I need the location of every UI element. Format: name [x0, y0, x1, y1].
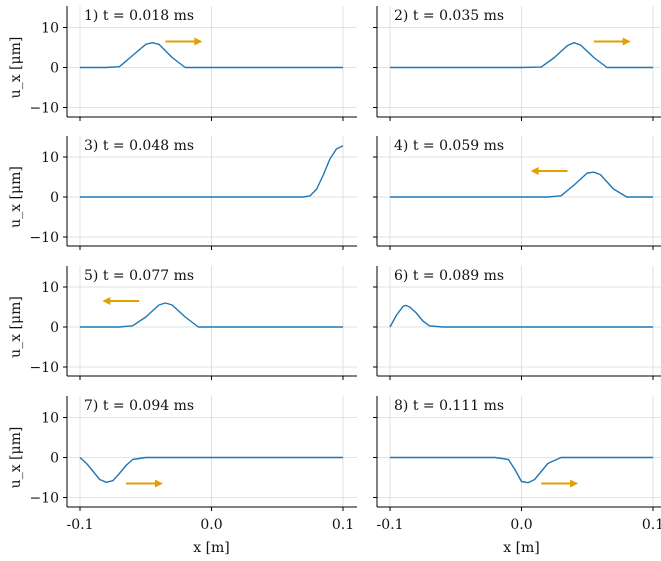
- panel-label: 4) t = 0.059 ms: [394, 138, 504, 154]
- y-axis-label: u_x [μm]: [8, 37, 24, 99]
- panel-label: 6) t = 0.089 ms: [394, 268, 504, 284]
- y-tick-label: 10: [41, 150, 59, 166]
- direction-arrowhead: [154, 479, 163, 488]
- series-line: [79, 456, 343, 483]
- y-tick-label: −10: [29, 101, 59, 117]
- series-line: [80, 145, 344, 198]
- panel-label: 2) t = 0.035 ms: [394, 8, 504, 24]
- y-tick-label: −10: [29, 230, 59, 246]
- x-axis-label: x [m]: [503, 540, 540, 556]
- panel-label: 5) t = 0.077 ms: [84, 268, 194, 284]
- panel-6: 6) t = 0.089 ms: [373, 266, 661, 380]
- series-line: [389, 304, 653, 328]
- series-line: [390, 42, 653, 69]
- x-tick-label: 0.0: [200, 517, 222, 533]
- series-line: [80, 302, 343, 328]
- x-tick-label: -0.1: [377, 517, 404, 533]
- y-axis-label: u_x [μm]: [8, 427, 24, 489]
- x-tick-label: 0.0: [510, 517, 532, 533]
- direction-arrowhead: [530, 167, 539, 175]
- direction-arrowhead: [102, 297, 111, 305]
- y-tick-label: 0: [50, 451, 59, 467]
- panel-7: −10 0 10 u_x [μm] -0.1 0.0 0.1 x [m] 7) t = 0.09…: [8, 396, 357, 556]
- panel-3: −10 0 10 u_x [μm] 3) t = 0.048 ms: [8, 136, 357, 250]
- y-tick-label: 10: [41, 411, 59, 427]
- panel-1: −10 0 10 u_x [μm] 1) t = 0.018 ms: [8, 6, 357, 121]
- panel-label: 1) t = 0.018 ms: [84, 8, 194, 24]
- series-line: [390, 171, 653, 198]
- panel-2: 2) t = 0.035 ms: [373, 6, 661, 121]
- y-tick-label: 10: [41, 280, 59, 296]
- series-line: [390, 456, 653, 484]
- direction-arrowhead: [570, 479, 579, 488]
- x-tick-label: 0.1: [332, 517, 354, 533]
- x-axis-label: x [m]: [193, 540, 230, 556]
- y-tick-label: −10: [29, 491, 59, 507]
- panel-5: −10 0 10 u_x [μm] 5) t = 0.077 ms: [8, 266, 357, 380]
- y-axis-label: u_x [μm]: [8, 296, 24, 358]
- panel-label: 8) t = 0.111 ms: [394, 398, 504, 414]
- y-tick-label: −10: [29, 360, 59, 376]
- x-tick-label: 0.1: [642, 517, 661, 533]
- direction-arrowhead: [194, 37, 203, 46]
- y-tick-label: 0: [50, 190, 59, 206]
- y-tick-label: 0: [50, 320, 59, 336]
- x-tick-label: -0.1: [67, 517, 94, 533]
- panel-label: 7) t = 0.094 ms: [84, 398, 194, 414]
- series-line: [80, 42, 343, 69]
- y-tick-label: 10: [41, 21, 59, 37]
- y-tick-label: 0: [50, 61, 59, 77]
- panel-8: -0.1 0.0 0.1 x [m] 8) t = 0.111 ms: [373, 396, 661, 556]
- y-axis-label: u_x [μm]: [8, 166, 24, 228]
- direction-arrowhead: [622, 37, 631, 46]
- panel-4: 4) t = 0.059 ms: [373, 136, 661, 250]
- panel-label: 3) t = 0.048 ms: [84, 138, 194, 154]
